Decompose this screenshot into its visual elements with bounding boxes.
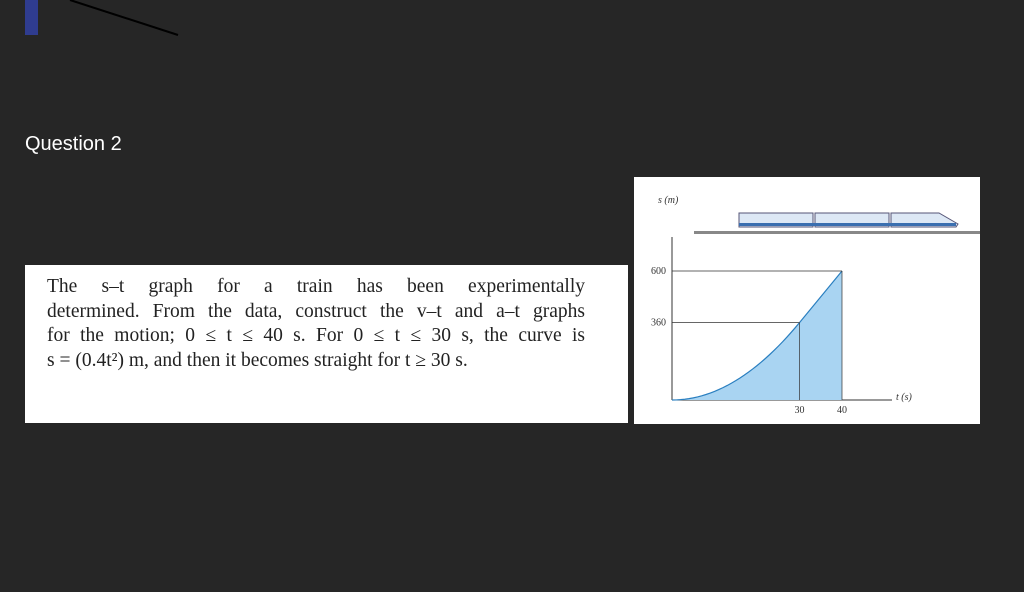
s-tick-label: 360 [651, 318, 666, 329]
problem-box: The s–t graph for a train has been exper… [25, 265, 628, 423]
train [694, 212, 980, 234]
s-axis-label: s (m) [658, 195, 679, 206]
s-tick-label: 600 [651, 266, 666, 277]
problem-line: The s–t graph for a train has been exper… [47, 276, 585, 297]
accent-bar [25, 0, 38, 35]
problem-line: for the motion; 0 ≤ t ≤ 40 s. For 0 ≤ t … [47, 325, 585, 347]
decor-line [69, 0, 179, 36]
train-stripe [739, 223, 956, 226]
problem-line: determined. From the data, construct the… [47, 300, 585, 322]
t-tick-label: 40 [837, 405, 847, 416]
st-curve [671, 270, 843, 401]
heading: Question 2 [25, 133, 122, 155]
figure: s (m) t (s) 360 600 30 40 [634, 177, 980, 424]
decor [25, 0, 179, 36]
t-axis-label: t (s) [896, 392, 913, 403]
t-tick-label: 30 [795, 405, 805, 416]
problem-line: s = (0.4t²) m, and then it becomes strai… [47, 350, 468, 372]
track [694, 231, 980, 234]
